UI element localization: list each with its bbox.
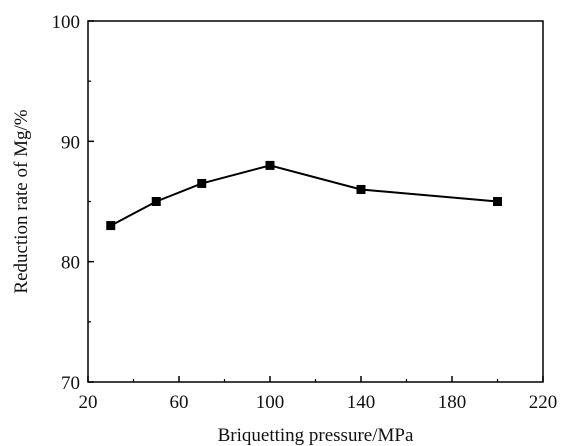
data-point-marker <box>493 197 502 206</box>
series-line <box>110 164 498 227</box>
x-tick-label: 20 <box>79 392 98 413</box>
data-point-marker <box>151 197 161 206</box>
data-point-marker <box>197 178 207 188</box>
x-tick-label: 180 <box>438 392 467 413</box>
data-point-marker <box>106 221 116 231</box>
data-point-marker <box>356 184 366 194</box>
x-tick-label: 140 <box>347 392 376 413</box>
y-tick-label: 80 <box>61 253 80 274</box>
x-tick-label: 220 <box>529 392 558 413</box>
series-layer <box>106 160 502 231</box>
x-tick-label: 100 <box>256 392 285 413</box>
x-axis-title: Briquetting pressure/MPa <box>218 425 414 446</box>
y-axis-title: Reduction rate of Mg/% <box>11 109 32 293</box>
data-point-marker <box>265 160 275 170</box>
y-tick-label: 90 <box>61 132 80 153</box>
y-tick-label: 100 <box>52 12 81 33</box>
y-tick-label: 70 <box>61 373 80 394</box>
x-tick-label: 60 <box>170 392 189 413</box>
ticks-layer: 20 60 100 140 180 220 70 80 90 100 <box>52 12 558 413</box>
